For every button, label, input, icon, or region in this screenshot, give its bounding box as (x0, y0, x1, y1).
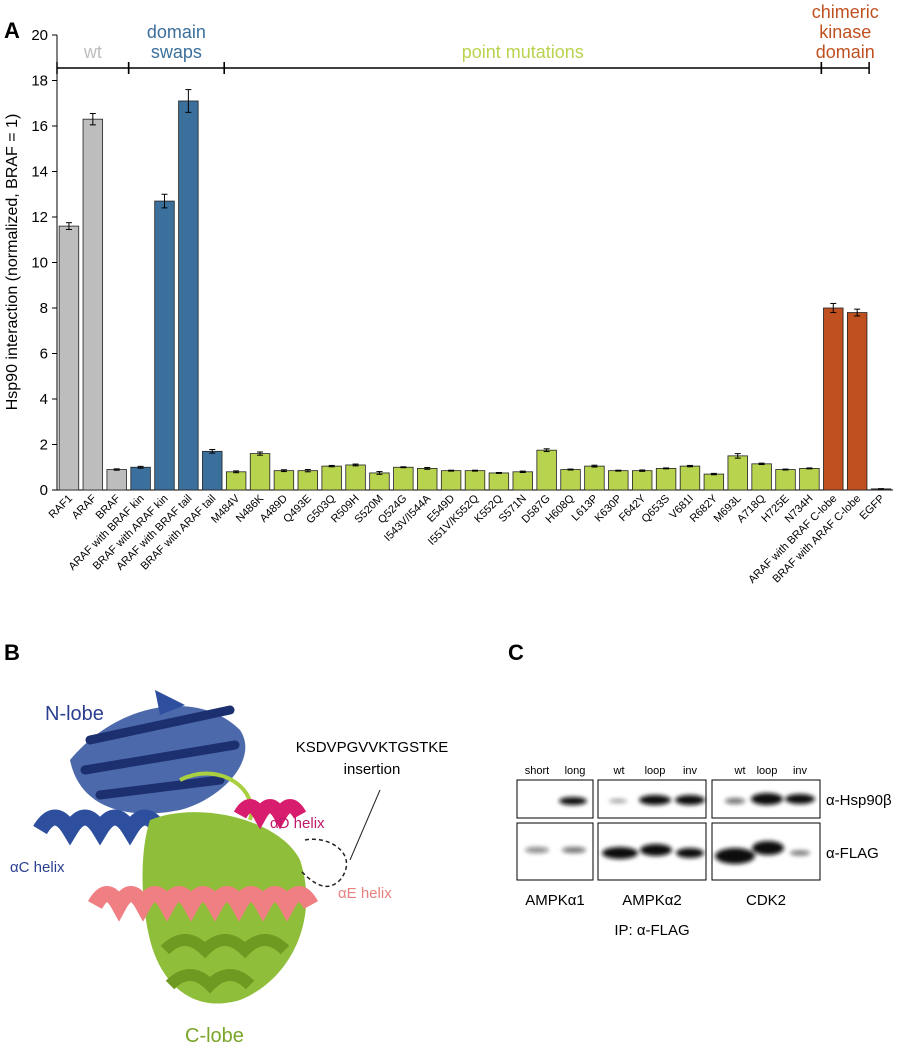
bar (131, 467, 151, 490)
western-blot (517, 780, 820, 880)
bar (298, 471, 318, 490)
bar (83, 119, 103, 490)
bar (489, 473, 509, 490)
structure-label: αE helix (338, 885, 392, 902)
bar (59, 226, 79, 490)
insertion-label: insertion (344, 761, 401, 778)
bar (202, 451, 222, 490)
bar (226, 472, 246, 490)
group-label: wt (84, 42, 102, 62)
protein-label: AMPKα2 (622, 892, 682, 909)
antibody-label: α-FLAG (826, 845, 879, 862)
structure-label: αD helix (270, 815, 325, 832)
protein-label: CDK2 (746, 892, 786, 909)
y-axis-title: Hsp90 interaction (normalized, BRAF = 1) (4, 114, 21, 411)
bar (728, 456, 748, 490)
structure-label: αC helix (10, 859, 65, 876)
x-tick-label: RAF1 (47, 493, 75, 521)
error-bar (496, 472, 502, 473)
structure-label: C-lobe (185, 1025, 244, 1047)
bar (179, 101, 199, 490)
error-bar (400, 467, 406, 468)
antibody-label: α-Hsp90β (826, 792, 892, 809)
bar (632, 471, 652, 490)
bar (441, 471, 461, 490)
bar (417, 468, 437, 490)
bar (561, 470, 581, 490)
bar (800, 468, 820, 490)
bar (346, 465, 366, 490)
lane-label: loop (645, 765, 666, 777)
error-bar (615, 470, 621, 471)
bar (465, 471, 485, 490)
bar (370, 473, 390, 490)
y-tick-label: 10 (31, 255, 48, 272)
bar (274, 471, 294, 490)
insertion-label: KSDVPGVVKTGSTKE (296, 739, 449, 756)
group-label: domain swaps (147, 22, 206, 62)
protein-label: AMPKα1 (525, 892, 585, 909)
y-tick-label: 2 (40, 437, 48, 454)
panel-label: A (4, 18, 20, 43)
error-bar (568, 469, 574, 470)
error-bar (806, 468, 812, 469)
group-label: chimeric kinase domain (812, 2, 879, 62)
lane-label: loop (757, 765, 778, 777)
y-tick-label: 12 (31, 209, 48, 226)
y-tick-label: 8 (40, 300, 48, 317)
x-tick-label: EGFP (858, 493, 888, 523)
y-tick-label: 6 (40, 346, 48, 363)
group-label: point mutations (462, 42, 584, 62)
y-tick-label: 14 (31, 164, 48, 181)
bar (322, 466, 342, 490)
panel-label: C (508, 640, 524, 665)
structure-label: N-lobe (45, 703, 104, 725)
lane-label: wt (734, 765, 746, 777)
bar (752, 464, 772, 490)
bar (823, 308, 843, 490)
lane-label: long (565, 765, 586, 777)
panel-label: B (4, 640, 20, 665)
ip-label: IP: α-FLAG (614, 922, 689, 939)
bar (537, 450, 557, 490)
bar (394, 467, 414, 490)
bar (107, 470, 127, 490)
error-bar (783, 469, 789, 470)
bar (513, 472, 533, 490)
y-tick-label: 16 (31, 118, 48, 135)
lane-label: short (525, 765, 549, 777)
y-tick-label: 18 (31, 73, 48, 90)
bar (609, 471, 629, 490)
y-tick-label: 20 (31, 27, 48, 44)
error-bar (663, 468, 669, 469)
bar (680, 466, 700, 490)
bar (585, 466, 605, 490)
bar (847, 313, 867, 490)
lane-label: inv (793, 765, 808, 777)
bar (704, 474, 724, 490)
lane-label: wt (613, 765, 625, 777)
y-tick-label: 4 (40, 391, 48, 408)
bar (776, 470, 796, 490)
bar (250, 454, 270, 490)
bar (155, 201, 175, 490)
x-tick-label: ARAF (70, 492, 99, 521)
lane-label: inv (683, 765, 698, 777)
y-tick-label: 0 (40, 482, 48, 499)
error-bar (448, 470, 454, 471)
bar (656, 468, 676, 490)
protein-structure (40, 690, 380, 1004)
error-bar (472, 470, 478, 471)
